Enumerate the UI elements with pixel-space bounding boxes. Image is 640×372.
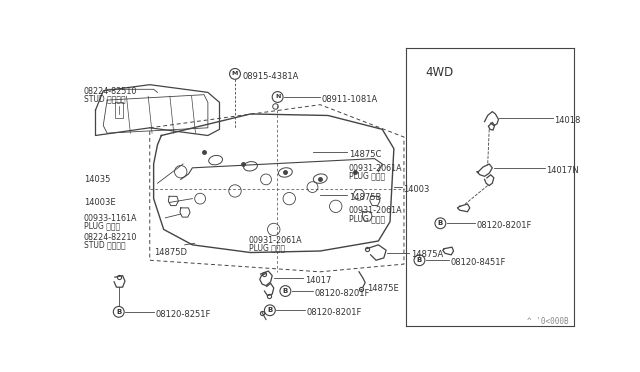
Text: 00933-1161A: 00933-1161A xyxy=(84,214,138,223)
Text: PLUG プラグ: PLUG プラグ xyxy=(349,172,385,181)
Text: M: M xyxy=(232,71,238,76)
Text: 08120-8451F: 08120-8451F xyxy=(451,258,506,267)
Text: 14875C: 14875C xyxy=(349,150,381,159)
Text: 08224-82510: 08224-82510 xyxy=(84,87,137,96)
Text: B: B xyxy=(417,257,422,263)
Text: 4WD: 4WD xyxy=(425,66,453,79)
Text: 00931-2061A: 00931-2061A xyxy=(249,235,303,245)
Text: B: B xyxy=(268,307,273,313)
Text: PLUG プラグ: PLUG プラグ xyxy=(249,243,285,252)
Text: N: N xyxy=(275,94,280,99)
Text: 14875A: 14875A xyxy=(411,250,443,259)
Text: 14018: 14018 xyxy=(554,116,580,125)
Text: 14017N: 14017N xyxy=(547,166,579,174)
Text: 14035: 14035 xyxy=(84,175,110,184)
Text: 08911-1081A: 08911-1081A xyxy=(322,95,378,104)
Text: B: B xyxy=(438,220,443,226)
Text: B: B xyxy=(116,309,122,315)
Text: STUD スタッド: STUD スタッド xyxy=(84,95,125,104)
Text: 08120-8201F: 08120-8201F xyxy=(477,221,532,230)
Text: 00931-2061A: 00931-2061A xyxy=(349,164,403,173)
Text: ^ '0<000B: ^ '0<000B xyxy=(527,317,568,326)
Text: 14875E: 14875E xyxy=(367,284,399,293)
Text: 08120-8201F: 08120-8201F xyxy=(314,289,369,298)
Text: STUD スタッド: STUD スタッド xyxy=(84,240,125,249)
Text: 14875D: 14875D xyxy=(154,248,187,257)
Text: 14003: 14003 xyxy=(403,185,429,194)
Text: 00931-2061A: 00931-2061A xyxy=(349,206,403,215)
Text: 08224-82210: 08224-82210 xyxy=(84,232,137,241)
Text: PLUG プラグ: PLUG プラグ xyxy=(349,214,385,223)
Text: 08120-8201F: 08120-8201F xyxy=(307,308,362,317)
Text: PLUG プラグ: PLUG プラグ xyxy=(84,222,120,231)
Text: 08120-8251F: 08120-8251F xyxy=(155,310,211,319)
Text: 14875B: 14875B xyxy=(349,193,381,202)
Text: 08915-4381A: 08915-4381A xyxy=(243,72,299,81)
Text: 14017: 14017 xyxy=(305,276,331,285)
Text: 14003E: 14003E xyxy=(84,198,115,207)
Text: B: B xyxy=(283,288,288,294)
